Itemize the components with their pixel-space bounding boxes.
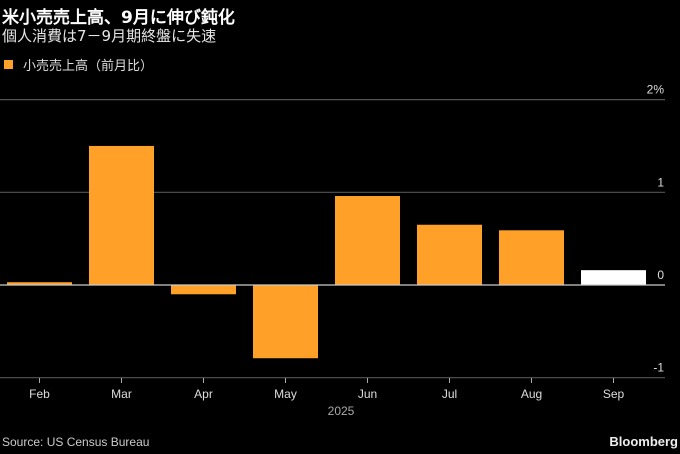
x-tick-label: May xyxy=(274,387,297,401)
x-tick-label: Sep xyxy=(603,387,625,401)
bar-sep xyxy=(581,270,646,285)
legend-swatch-icon xyxy=(4,60,13,69)
x-tick-label: Jun xyxy=(358,387,377,401)
source-note: Source: US Census Bureau xyxy=(2,435,150,449)
chart-title: 米小売売上高、9月に伸び鈍化 xyxy=(2,8,235,28)
bar-apr xyxy=(171,285,236,295)
x-tick-label: Jul xyxy=(442,387,457,401)
bar-aug xyxy=(499,230,564,285)
legend-label: 小売売上高（前月比） xyxy=(23,59,154,74)
y-tick-label: 1 xyxy=(657,175,664,189)
x-tick-label: Mar xyxy=(111,387,132,401)
chart-subtitle: 個人消費は7－9月期終盤に失速 xyxy=(2,27,217,45)
bar-jun xyxy=(335,196,400,285)
bloomberg-logo: Bloomberg xyxy=(609,434,678,449)
bar-may xyxy=(253,285,318,359)
y-tick-label: -1 xyxy=(653,361,664,375)
x-tick-label: Aug xyxy=(521,387,542,401)
x-axis-year-label: 2025 xyxy=(328,404,355,418)
x-tick-label: Feb xyxy=(29,387,50,401)
y-tick-label: 0 xyxy=(657,268,664,282)
y-tick-label: 2% xyxy=(647,83,665,97)
bar-mar xyxy=(89,145,154,285)
bar-feb xyxy=(7,282,72,285)
legend: 小売売上高（前月比） xyxy=(4,55,153,74)
x-tick-label: Apr xyxy=(194,387,213,401)
bar-jul xyxy=(417,224,482,285)
